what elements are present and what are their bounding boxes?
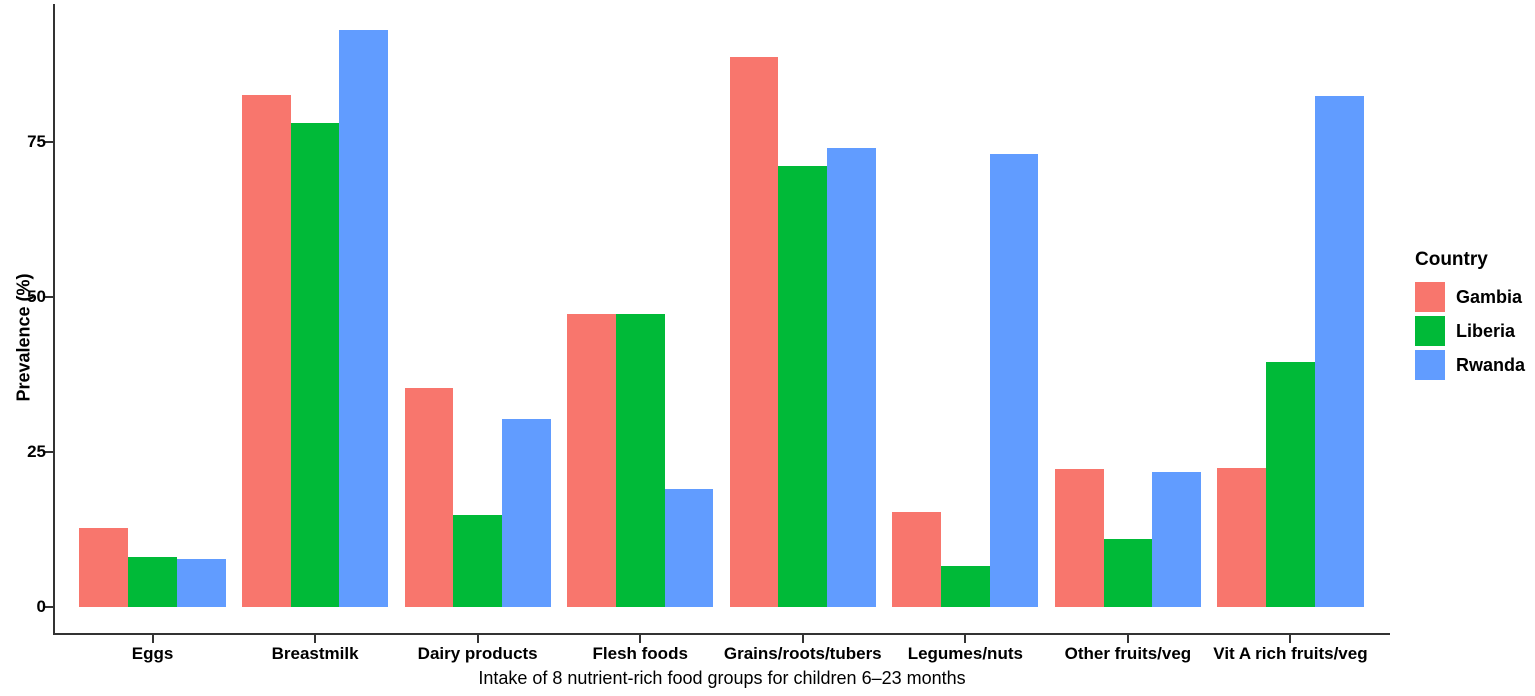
bar-rwanda-flesh-foods [664,489,714,607]
x-tick-label-flesh-foods: Flesh foods [592,644,688,663]
y-axis-title: Prevalence (%) [13,273,34,402]
y-tick-mark [45,141,53,143]
bar-gambia-vit-a-rich-fruits-veg [1217,468,1267,607]
x-axis-title: Intake of 8 nutrient-rich food groups fo… [478,668,966,688]
y-tick-mark [45,606,53,608]
bar-rwanda-vit-a-rich-fruits-veg [1314,96,1364,607]
y-tick-label: 25 [27,442,46,461]
x-tick-mark [639,635,642,643]
x-tick-label-other-fruits-veg: Other fruits/veg [1064,644,1192,663]
bar-rwanda-breastmilk [339,30,389,607]
x-tick-label-grains-roots-tubers: Grains/roots/tubers [723,644,882,663]
legend-key-rwanda [1415,350,1445,380]
x-tick-label-legumes-nuts: Legumes/nuts [907,644,1023,663]
x-tick-label-vit-a-rich-fruits-veg: Vit A rich fruits/veg [1213,644,1368,663]
bar-rwanda-legumes-nuts [989,153,1039,607]
legend-key-liberia [1415,316,1445,346]
bar-rwanda-other-fruits-veg [1152,472,1202,607]
legend-items: Gambia Liberia Rwanda [1415,282,1525,380]
x-tick-label-eggs: Eggs [131,644,174,663]
legend-key-gambia [1415,282,1445,312]
bar-gambia-grains-roots-tubers [729,57,779,607]
legend-label-rwanda: Rwanda [1456,354,1526,375]
y-tick-label: 50 [27,287,46,306]
x-tick-mark [476,635,479,643]
x-tick-mark [314,635,317,643]
x-axis-line [53,633,1390,635]
bar-liberia-eggs [128,556,177,607]
y-tick-mark [45,451,53,453]
x-tick-label-dairy-products: Dairy products [417,644,538,663]
bar-liberia-flesh-foods [615,314,665,607]
bar-liberia-vit-a-rich-fruits-veg [1266,362,1315,607]
legend-item-liberia: Liberia [1415,316,1525,346]
bar-liberia-dairy-products [453,515,503,607]
y-tick-mark [45,296,53,298]
bar-gambia-other-fruits-veg [1054,469,1104,607]
y-axis-line [53,4,55,635]
y-tick-label: 75 [27,132,46,151]
legend-label-liberia: Liberia [1456,320,1516,341]
legend-item-rwanda: Rwanda [1415,350,1525,380]
bar-rwanda-grains-roots-tubers [827,148,876,607]
x-tick-mark [964,635,967,643]
bar-liberia-legumes-nuts [940,566,990,607]
x-tick-mark [151,635,154,643]
bar-gambia-legumes-nuts [892,512,941,607]
bar-liberia-grains-roots-tubers [778,165,828,607]
x-tick-label-breastmilk: Breastmilk [271,644,359,663]
bar-gambia-dairy-products [404,387,454,607]
x-tick-mark [1126,635,1129,643]
bar-gambia-flesh-foods [567,314,616,607]
legend: Country Gambia Liberia Rwanda [1415,249,1525,384]
bar-gambia-breastmilk [241,94,291,607]
y-tick-label: 0 [36,597,46,616]
legend-label-gambia: Gambia [1456,286,1523,307]
bar-liberia-other-fruits-veg [1103,538,1153,607]
bar-rwanda-eggs [176,559,226,607]
legend-title: Country [1415,249,1488,270]
x-tick-mark [1289,635,1292,643]
x-tick-mark [801,635,804,643]
bar-gambia-eggs [79,527,129,607]
bar-rwanda-dairy-products [502,419,551,607]
legend-item-gambia: Gambia [1415,282,1525,312]
bar-liberia-breastmilk [290,123,340,607]
